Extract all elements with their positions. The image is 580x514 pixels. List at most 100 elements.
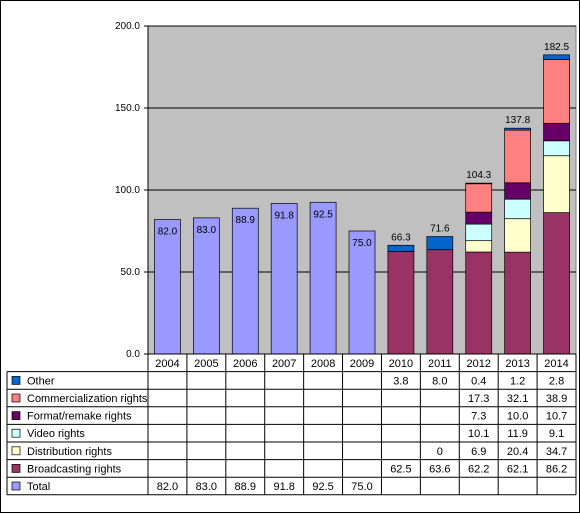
bar-segment <box>465 211 493 225</box>
legend-swatch <box>11 481 21 491</box>
legend-label: Distribution rights <box>27 446 112 458</box>
bar-segment <box>231 207 259 355</box>
legend-swatch <box>11 376 21 385</box>
bar-segment <box>504 127 531 131</box>
legend-swatch <box>11 393 21 403</box>
legend-swatch <box>11 411 21 420</box>
table-cell-value: 63.6 <box>429 463 450 475</box>
table-cell-value: 17.3 <box>468 393 489 405</box>
x-category-label: 2006 <box>233 358 257 370</box>
x-category-label: 2011 <box>428 358 452 370</box>
y-tick-label: 100.0 <box>115 185 140 196</box>
bar-segment <box>543 140 570 157</box>
legend-label: Broadcasting rights <box>27 463 122 475</box>
table-cell-value: 11.9 <box>507 428 528 440</box>
table-cell-value: 62.5 <box>390 463 411 475</box>
legend-swatch <box>11 428 21 438</box>
table-cell-value: 34.7 <box>546 446 567 458</box>
bar-total-label: 92.5 <box>313 209 333 220</box>
bar-segment <box>465 251 493 355</box>
bar-total-label: 66.3 <box>391 232 411 243</box>
table-cell-value: 62.2 <box>468 463 489 475</box>
y-tick-label: 0.0 <box>126 349 140 360</box>
legend-label: Format/remake rights <box>27 411 132 423</box>
bar-total-label: 88.9 <box>236 215 256 226</box>
x-category-label: 2010 <box>389 358 413 370</box>
bar-segment <box>543 155 570 213</box>
bar-total-label: 91.8 <box>274 210 294 221</box>
table-cell-value: 0.4 <box>471 375 486 387</box>
x-category-label: 2009 <box>350 358 374 370</box>
bar-total-label: 83.0 <box>197 225 217 236</box>
x-category-label: 2004 <box>155 358 179 370</box>
bar-segment <box>387 244 415 252</box>
legend-swatch <box>11 464 21 473</box>
table-cell-value: 82.0 <box>157 481 178 493</box>
x-category-label: 2012 <box>466 358 490 370</box>
bar-segment <box>543 54 570 60</box>
table-cell-value: 7.3 <box>471 411 486 423</box>
legend-label: Total <box>27 481 50 493</box>
table-cell-value: 2.8 <box>549 375 564 387</box>
table-cell-value: 75.0 <box>351 481 372 493</box>
bar-segment <box>348 230 376 355</box>
bar-segment <box>504 182 531 200</box>
table-cell-value: 32.1 <box>507 393 528 405</box>
table-cell-value: 6.9 <box>471 446 486 458</box>
table-cell-value: 8.0 <box>432 375 447 387</box>
bar-segment <box>465 223 493 242</box>
bar-total-label: 137.8 <box>505 115 530 126</box>
x-category-label: 2013 <box>505 358 529 370</box>
table-cell-value: 88.9 <box>235 481 256 493</box>
bar-segment <box>465 240 493 253</box>
table-cell-value: 3.8 <box>393 375 408 387</box>
y-tick-label: 50.0 <box>121 267 141 278</box>
table-cell-value: 10.0 <box>507 411 528 423</box>
legend-label: Commercialization rights <box>27 393 148 405</box>
x-category-label: 2014 <box>544 358 568 370</box>
table-cell-value: 62.1 <box>507 463 528 475</box>
bar-segment <box>154 219 181 355</box>
bar-total-label: 82.0 <box>158 227 178 238</box>
table-cell-value: 86.2 <box>546 463 567 475</box>
y-tick-label: 150.0 <box>115 103 140 114</box>
bar-segment <box>387 251 415 355</box>
bar-segment <box>426 249 454 355</box>
table-cell-value: 83.0 <box>196 481 217 493</box>
table-cell-value: 0 <box>437 446 443 458</box>
bar-segment <box>543 59 570 124</box>
bar-total-label: 71.6 <box>430 224 450 235</box>
table-cell-value: 38.9 <box>546 393 567 405</box>
table-cell-value: 9.1 <box>549 428 564 440</box>
bar-segment <box>543 122 570 142</box>
bar-total-label: 182.5 <box>544 42 569 53</box>
bar-total-label: 104.3 <box>466 170 491 181</box>
legend-swatch <box>11 446 21 456</box>
x-category-label: 2008 <box>311 358 335 370</box>
table-cell-value: 10.7 <box>546 411 567 423</box>
bar-segment <box>465 182 493 185</box>
legend-label: Video rights <box>27 428 85 440</box>
table-cell-value: 20.4 <box>507 446 528 458</box>
bar-segment <box>504 218 531 253</box>
table-cell-value: 92.5 <box>312 481 333 493</box>
bar-segment <box>504 129 531 184</box>
bar-segment <box>270 203 298 355</box>
table-cell-value: 91.8 <box>273 481 294 493</box>
x-category-label: 2007 <box>272 358 296 370</box>
bar-segment <box>309 201 337 355</box>
y-tick-label: 200.0 <box>115 21 140 32</box>
bar-segment <box>504 251 531 355</box>
bar-segment <box>193 217 220 355</box>
bar-segment <box>426 236 454 251</box>
x-category-label: 2005 <box>194 358 218 370</box>
table-cell-value: 1.2 <box>510 375 525 387</box>
legend-label: Other <box>27 375 55 387</box>
bar-total-label: 75.0 <box>352 238 372 249</box>
bar-segment <box>465 183 493 213</box>
bar-segment <box>504 198 531 220</box>
bar-segment <box>543 212 570 355</box>
table-cell-value: 10.1 <box>468 428 489 440</box>
